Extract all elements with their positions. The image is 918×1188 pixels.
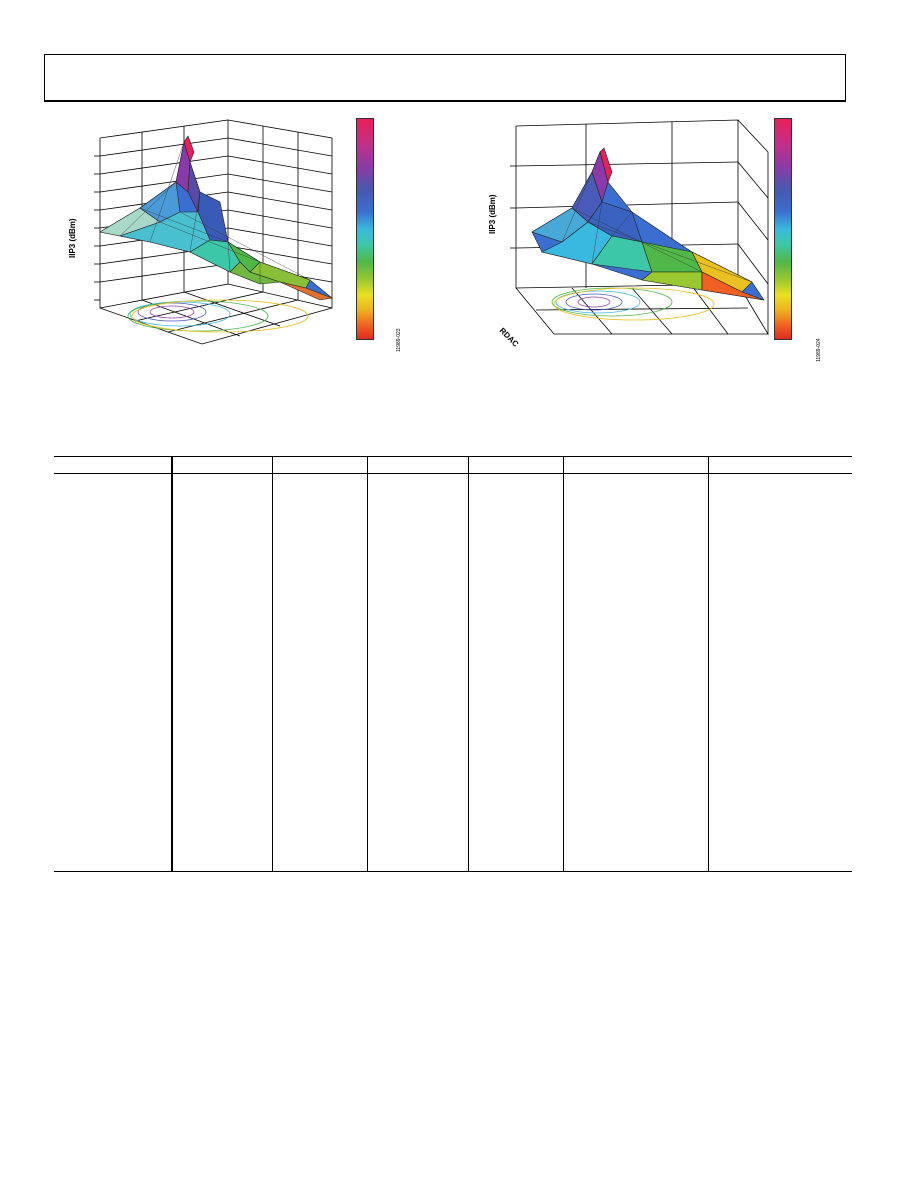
table-header-rule (54, 473, 852, 474)
table-bottom-rule (54, 871, 852, 872)
figure-iip3-surface-left: IIP3 (dBm) (60, 112, 420, 372)
y-axis-label: IIP3 (dBm) (68, 218, 77, 258)
figure-number: 11989-023 (396, 328, 402, 352)
table-column-divider (708, 456, 709, 872)
surface-plot (94, 119, 334, 345)
table-top-rule (54, 456, 852, 457)
data-table (54, 456, 852, 872)
table-column-divider (171, 456, 173, 872)
figure-iip3-surface-right: IIP3 (dBm) (478, 112, 838, 372)
y-axis-label: IIP3 (dBm) (488, 194, 497, 234)
page-header-box (44, 54, 846, 102)
table-column-divider (563, 456, 564, 872)
colorbar-legend (774, 118, 792, 340)
surface-plot (510, 119, 769, 336)
table-column-divider (468, 456, 469, 872)
table-column-divider (272, 456, 273, 872)
figure-number: 11989-024 (816, 338, 822, 362)
table-column-divider (367, 456, 368, 872)
colorbar-legend (356, 118, 374, 340)
